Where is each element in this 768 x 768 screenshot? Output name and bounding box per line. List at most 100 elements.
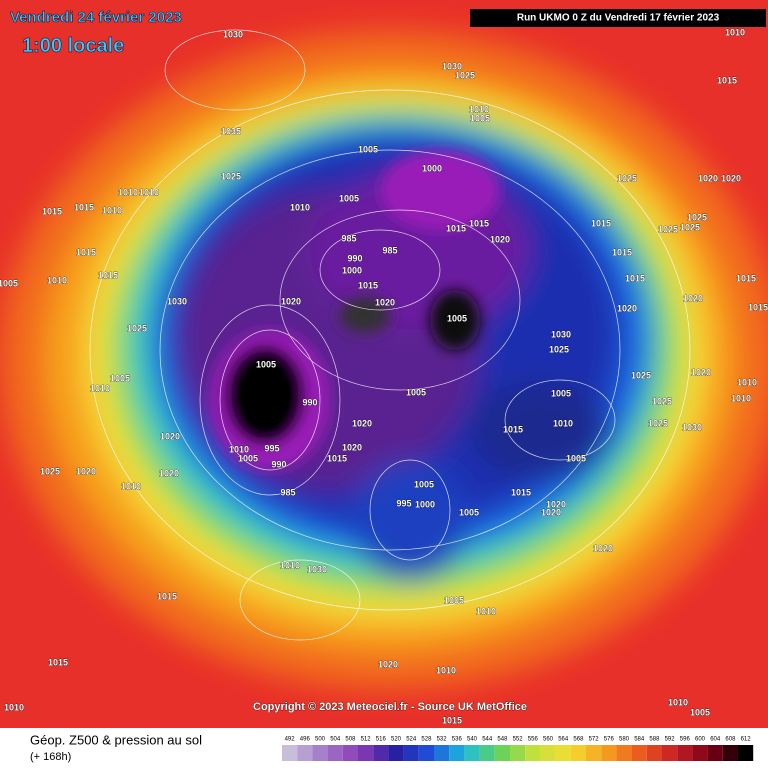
pressure-label: 1025 [40, 466, 60, 476]
pressure-label: 1015 [74, 202, 94, 212]
pressure-label: 985 [280, 487, 295, 497]
pressure-label: 995 [396, 498, 411, 508]
scale-label: 520 [391, 737, 402, 743]
scale-label: 604 [710, 737, 721, 743]
scale-label: 492 [285, 737, 296, 743]
pressure-label: 1005 [0, 278, 18, 288]
pressure-label: 1010 [476, 606, 496, 616]
pressure-label: 1010 [668, 697, 688, 707]
scale-label: 608 [725, 737, 736, 743]
scale-swatch [570, 745, 586, 761]
pressure-label: 1010 [737, 377, 757, 387]
pressure-label: 995 [264, 443, 279, 453]
pressure-label: 1020 [691, 367, 711, 377]
pressure-label: 1005 [447, 313, 467, 323]
scale-swatch [464, 745, 480, 761]
scale-label: 496 [300, 737, 311, 743]
pressure-label: 1010 [118, 187, 138, 197]
scale-label: 588 [649, 737, 660, 743]
pressure-label: 1010 [290, 202, 310, 212]
pressure-label: 1010 [229, 444, 249, 454]
pressure-label: 1010 [280, 560, 300, 570]
scale-label: 544 [482, 737, 493, 743]
pressure-label: 1030 [551, 329, 571, 339]
pressure-label: 1035 [221, 126, 241, 136]
scale-swatch [631, 745, 647, 761]
pressure-label: 1020 [593, 543, 613, 553]
pressure-label: 1020 [617, 303, 637, 313]
pressure-label: 1005 [256, 359, 276, 369]
pressure-label: 1010 [121, 481, 141, 491]
scale-swatch [677, 745, 693, 761]
pressure-label: 1030 [307, 564, 327, 574]
pressure-label: 1005 [406, 387, 426, 397]
pressure-label: 1025 [617, 173, 637, 183]
scale-swatch [586, 745, 602, 761]
local-time: 1:00 locale [22, 35, 124, 57]
pressure-label: 1000 [422, 163, 442, 173]
pressure-label: 1015 [442, 715, 462, 725]
pressure-label: 1005 [110, 373, 130, 383]
pressure-label: 1025 [658, 224, 678, 234]
pressure-label: 1015 [612, 247, 632, 257]
pressure-label: 1010 [139, 187, 159, 197]
pressure-label: 1015 [42, 206, 62, 216]
pressure-label: 1015 [748, 302, 768, 312]
scale-swatch [312, 745, 328, 761]
pressure-label: 1015 [157, 591, 177, 601]
legend: Géop. Z500 & pression au sol (+ 168h) 49… [30, 732, 754, 763]
scale-label: 504 [330, 737, 341, 743]
scale-label: 612 [741, 737, 752, 743]
scale-swatch [418, 745, 434, 761]
scale-label: 552 [513, 737, 524, 743]
scale-swatch [616, 745, 632, 761]
scale-label: 596 [680, 737, 691, 743]
run-banner [470, 9, 766, 27]
scale-swatch [342, 745, 358, 761]
scale-label: 592 [665, 737, 676, 743]
pressure-label: 1015 [76, 247, 96, 257]
pressure-label: 1000 [415, 499, 435, 509]
scale-swatch [722, 745, 738, 761]
pressure-label: 1010 [725, 27, 745, 37]
scale-swatch [403, 745, 419, 761]
pressure-label: 1025 [455, 70, 475, 80]
pressure-label: 1005 [339, 193, 359, 203]
pressure-label: 1010 [553, 418, 573, 428]
pressure-label: 1015 [358, 280, 378, 290]
pressure-label: 1005 [470, 113, 490, 123]
pressure-label: 990 [271, 459, 286, 469]
pressure-label: 1020 [378, 659, 398, 669]
pressure-label: 1020 [281, 296, 301, 306]
pressure-label: 1030 [223, 29, 243, 39]
pressure-label: 1010 [4, 702, 24, 712]
pressure-label: 1015 [469, 218, 489, 228]
scale-swatch [692, 745, 708, 761]
scale-swatch [662, 745, 678, 761]
pressure-label: 1005 [551, 388, 571, 398]
pressure-label: 1025 [221, 171, 241, 181]
scale-swatch [282, 745, 298, 761]
scale-swatch [555, 745, 571, 761]
pressure-label: 1020 [721, 173, 741, 183]
scale-label: 536 [452, 737, 463, 743]
pressure-label: 1015 [591, 218, 611, 228]
pressure-label: 1015 [98, 270, 118, 280]
pressure-label: 1005 [690, 707, 710, 717]
scale-swatch [388, 745, 404, 761]
scale-swatch [449, 745, 465, 761]
pressure-label: 1010 [469, 104, 489, 114]
pressure-label: 1025 [680, 222, 700, 232]
run-info: Run UKMO 0 Z du Vendredi 17 février 2023 [517, 13, 720, 24]
pressure-label: 1025 [631, 370, 651, 380]
scale-label: 580 [619, 737, 630, 743]
pressure-label: 1025 [687, 212, 707, 222]
date: Vendredi 24 février 2023 [10, 9, 182, 26]
scale-label: 564 [558, 737, 569, 743]
copyright: Copyright © 2023 Meteociel.fr - Source U… [253, 701, 527, 713]
pressure-label: 1015 [503, 424, 523, 434]
pressure-label: 1010 [731, 393, 751, 403]
pressure-label: 1025 [648, 418, 668, 428]
